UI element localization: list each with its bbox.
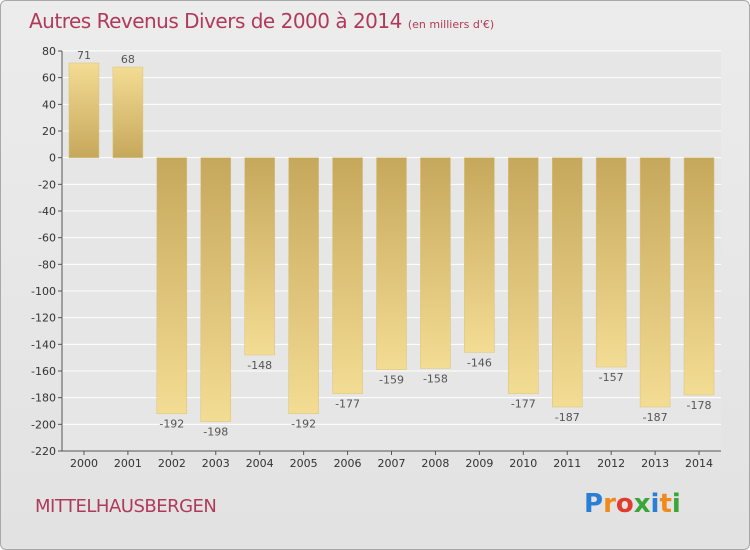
x-tick-label: 2004 bbox=[246, 457, 274, 470]
data-label: -177 bbox=[511, 398, 536, 411]
x-tick-label: 2005 bbox=[290, 457, 318, 470]
bar-2013 bbox=[639, 157, 671, 408]
y-tick-label: 0 bbox=[49, 152, 56, 165]
y-tick-label: -220 bbox=[31, 445, 56, 458]
y-tick-label: -160 bbox=[31, 365, 56, 378]
y-tick-label: 60 bbox=[42, 72, 56, 85]
bar-2001 bbox=[112, 66, 144, 158]
logo-letter: o bbox=[615, 489, 634, 519]
bar-2006 bbox=[332, 157, 363, 394]
data-label: -158 bbox=[423, 372, 448, 385]
data-label: -192 bbox=[159, 418, 184, 431]
bar-2010 bbox=[508, 157, 539, 394]
y-tick-label: -20 bbox=[38, 178, 56, 191]
y-tick-label: -180 bbox=[31, 392, 56, 405]
data-label: -192 bbox=[291, 418, 316, 431]
data-label: 71 bbox=[77, 49, 91, 62]
x-tick-label: 2003 bbox=[202, 457, 230, 470]
chart-unit-label: (en milliers d'€) bbox=[407, 18, 495, 31]
y-tick-label: -100 bbox=[31, 285, 56, 298]
x-tick-label: 2008 bbox=[421, 457, 449, 470]
x-tick-label: 2001 bbox=[114, 457, 142, 470]
bar-2002 bbox=[156, 157, 188, 414]
x-tick-label: 2011 bbox=[553, 457, 581, 470]
x-tick-label: 2006 bbox=[334, 457, 362, 470]
x-tick-label: 2009 bbox=[465, 457, 493, 470]
data-label: -159 bbox=[379, 374, 404, 387]
bar-2007 bbox=[376, 157, 407, 370]
logo-letter: i bbox=[650, 489, 660, 519]
proxiti-logo: Proxiti bbox=[584, 489, 681, 519]
y-tick-label: -80 bbox=[38, 258, 56, 271]
chart-title-text: Autres Revenus Divers de 2000 à 2014 bbox=[29, 9, 402, 33]
y-tick-label: 20 bbox=[42, 125, 56, 138]
y-tick-label: -140 bbox=[31, 338, 56, 351]
x-tick-label: 2012 bbox=[597, 457, 625, 470]
x-tick-label: 2002 bbox=[158, 457, 186, 470]
y-tick-label: 80 bbox=[42, 45, 56, 58]
logo-letter: r bbox=[603, 489, 616, 519]
bar-2008 bbox=[420, 157, 451, 369]
data-label: -187 bbox=[555, 411, 580, 424]
bar-2005 bbox=[288, 157, 319, 414]
bar-2011 bbox=[551, 157, 583, 408]
bar-2014 bbox=[683, 157, 715, 396]
bar-2004 bbox=[244, 157, 275, 356]
y-tick-label: -200 bbox=[31, 418, 56, 431]
data-label: -198 bbox=[203, 426, 228, 439]
bar-2012 bbox=[595, 157, 627, 368]
x-tick-label: 2013 bbox=[641, 457, 669, 470]
x-tick-label: 2014 bbox=[685, 457, 713, 470]
commune-name: MITTELHAUSBERGEN bbox=[35, 496, 217, 517]
data-label: -157 bbox=[599, 371, 624, 384]
logo-letter: x bbox=[633, 489, 651, 519]
data-label: -148 bbox=[247, 359, 272, 372]
data-label: 68 bbox=[121, 53, 135, 66]
y-tick-label: -40 bbox=[38, 205, 56, 218]
data-label: -177 bbox=[335, 398, 360, 411]
data-label: -146 bbox=[467, 356, 492, 369]
bar-2009 bbox=[464, 157, 495, 353]
bar-2003 bbox=[200, 157, 232, 422]
y-tick-label: -60 bbox=[38, 232, 56, 245]
logo-letter: P bbox=[584, 489, 604, 519]
logo-letter: i bbox=[671, 489, 681, 519]
y-tick-label: 40 bbox=[42, 98, 56, 111]
x-tick-label: 2000 bbox=[70, 457, 98, 470]
y-tick-label: -120 bbox=[31, 312, 56, 325]
bar-2000 bbox=[68, 62, 100, 158]
logo-letter: t bbox=[659, 489, 672, 519]
x-tick-label: 2007 bbox=[378, 457, 406, 470]
data-label: -187 bbox=[643, 411, 668, 424]
chart-title: Autres Revenus Divers de 2000 à 2014 (en … bbox=[29, 9, 494, 33]
data-label: -178 bbox=[687, 399, 712, 412]
x-tick-label: 2010 bbox=[509, 457, 537, 470]
